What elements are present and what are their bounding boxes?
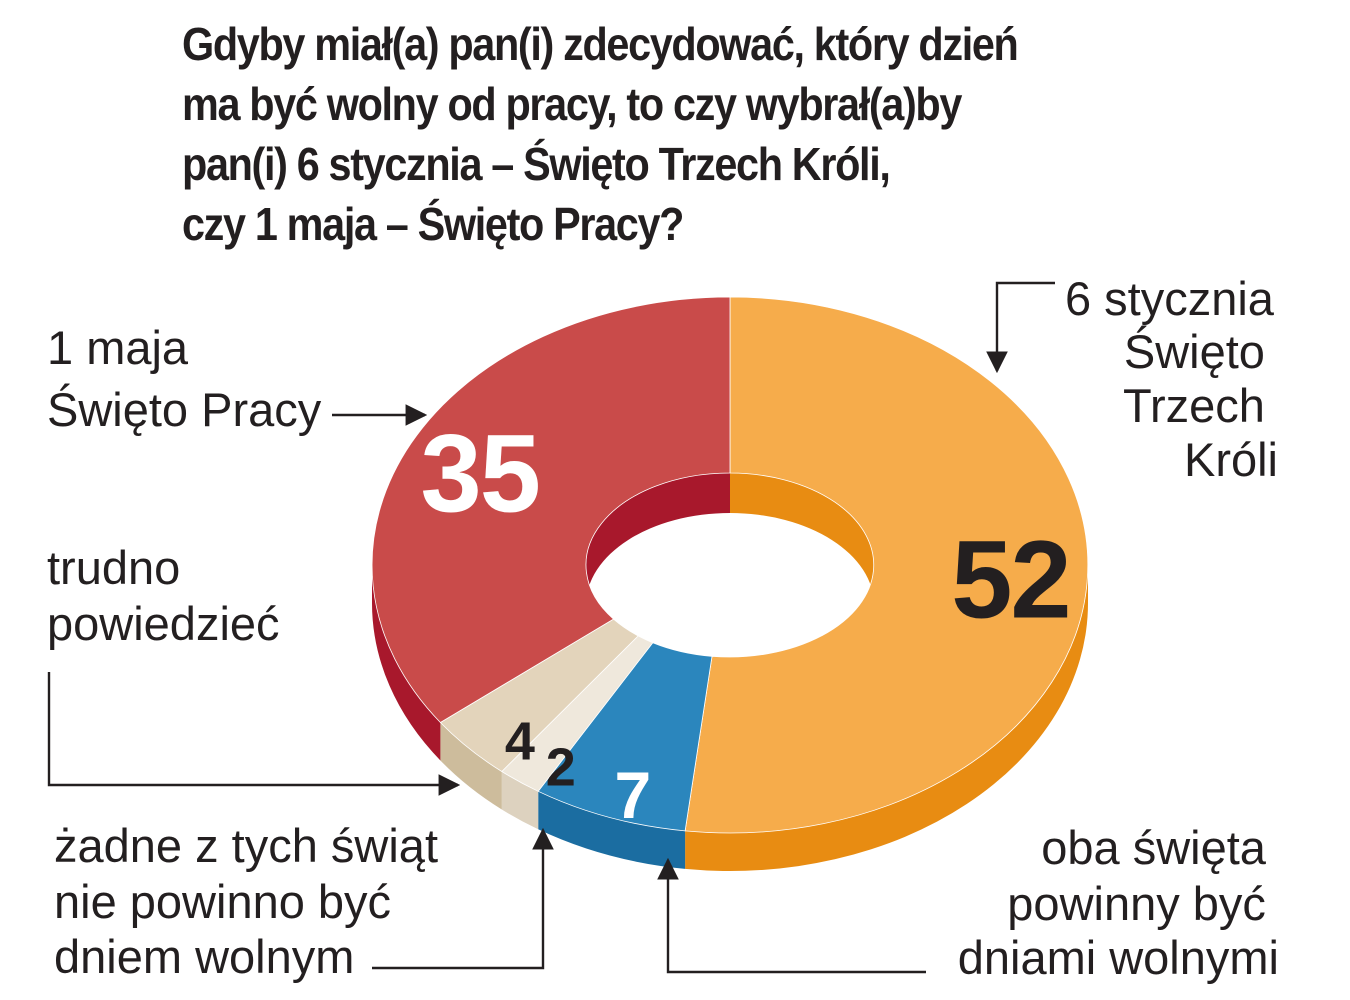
slice-inner-wall-six-january (730, 473, 874, 605)
slice-side-first-may (372, 565, 441, 761)
leader-line-six-january (986, 281, 1055, 374)
title-line: pan(i) 6 stycznia – Święto Trzech Króli, (182, 138, 891, 190)
title-line: Gdyby miał(a) pan(i) zdecydować, który d… (182, 18, 1019, 70)
slice-value-six-january: 52 (951, 518, 1069, 641)
donut-side-walls (372, 565, 1088, 872)
slice-side-both (538, 791, 686, 869)
slice-value-hard-to-say: 4 (505, 711, 535, 771)
title-line: czy 1 maja – Święto Pracy? (182, 198, 684, 250)
slice-value-both: 7 (615, 758, 650, 832)
leader-line-both (657, 857, 926, 974)
slice-value-first-may: 35 (421, 413, 539, 536)
label-both: oba święta powinny być dniami wolnymi (958, 821, 1279, 984)
slice-first-may (371, 296, 731, 724)
label-six-january: 6 stycznia Święto Trzech Króli (1065, 272, 1287, 486)
label-first-may: 1 maja Święto Pracy (47, 321, 322, 436)
leader-line-hard-to-say (47, 672, 461, 796)
label-none: żadne z tych świąt nie powinno być dniem… (54, 819, 451, 983)
leader-lines (47, 281, 1055, 974)
category-labels: 6 stycznia Święto Trzech Króli 1 maja Św… (47, 272, 1287, 984)
chart-title: Gdyby miał(a) pan(i) zdecydować, który d… (182, 14, 1172, 254)
leader-line-none (372, 827, 554, 970)
label-hard-to-say: trudno powiedzieć (47, 541, 280, 650)
slice-value-none: 2 (546, 738, 574, 798)
slice-values: 52 724 35 (421, 413, 1072, 832)
donut-top-faces (371, 296, 1089, 834)
title-line: ma być wolny od pracy, to czy wybrał(a)b… (182, 78, 962, 130)
slice-six-january (684, 296, 1089, 834)
donut-inner-walls (586, 473, 874, 605)
slice-side-none (501, 771, 539, 830)
slice-inner-wall-first-may (586, 473, 730, 605)
slice-side-six-january (685, 565, 1088, 872)
slice-side-hard-to-say (440, 722, 502, 810)
